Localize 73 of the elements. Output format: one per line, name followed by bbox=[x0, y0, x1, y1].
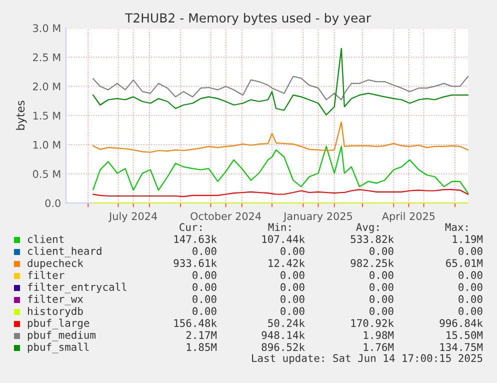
x-tick-label: July 2024 bbox=[108, 212, 158, 222]
legend-label: filter_entrycall bbox=[28, 282, 126, 294]
text: 0.00 bbox=[280, 307, 304, 316]
text: 0.00 bbox=[458, 283, 482, 292]
text: Max: bbox=[445, 223, 468, 232]
legend-label: filter bbox=[28, 270, 64, 280]
text: Min: bbox=[268, 222, 290, 231]
y-tick-label: 1.5 M bbox=[33, 112, 60, 120]
legend-label: pbuf_large bbox=[28, 318, 90, 330]
text: 12.42k bbox=[268, 258, 305, 267]
y-tick-label: 2.5 M bbox=[33, 53, 60, 62]
text: 0.00 bbox=[458, 295, 482, 304]
text: 1.19M bbox=[452, 235, 483, 244]
line-series bbox=[92, 146, 469, 194]
text: 0.00 bbox=[280, 247, 304, 256]
text: 0.00 bbox=[458, 307, 482, 316]
text: 0.00 bbox=[192, 247, 216, 256]
x-tick-label: October 2024 bbox=[190, 212, 261, 220]
text: 0.00 bbox=[192, 271, 216, 280]
text: 0.00 bbox=[280, 271, 304, 280]
text: 50.24k bbox=[268, 318, 305, 328]
legend-label: pbuf_medium bbox=[28, 330, 96, 342]
text: 1.85M bbox=[186, 343, 217, 352]
text: 933.61k bbox=[174, 258, 217, 268]
text: 0.00 bbox=[280, 295, 304, 304]
text: Cur: bbox=[180, 223, 202, 232]
line-series bbox=[92, 121, 469, 153]
text: 982.25k bbox=[350, 258, 394, 268]
line-series bbox=[92, 76, 469, 100]
text: 0.00 bbox=[370, 271, 394, 280]
legend-label: client_heard bbox=[28, 246, 102, 258]
legend-label: client bbox=[28, 234, 64, 244]
x-tick-label: January 2025 bbox=[283, 212, 352, 222]
y-tick-label: 3.0 M bbox=[33, 24, 60, 32]
text: 170.92k bbox=[351, 318, 394, 328]
legend-label: pbuf_small bbox=[28, 342, 89, 354]
text: 15.50M bbox=[446, 331, 483, 340]
x-tick-label: April 2025 bbox=[382, 212, 435, 222]
text: 0.00 bbox=[192, 283, 216, 292]
text: 0.00 bbox=[280, 283, 304, 292]
y-axis-title: bytes bbox=[16, 100, 27, 130]
text: 996.84k bbox=[440, 318, 483, 328]
text: 147.63k bbox=[174, 234, 217, 244]
text: 896.52k bbox=[262, 342, 305, 352]
text: 0.00 bbox=[370, 283, 394, 292]
text: 134.75M bbox=[440, 343, 483, 352]
legend-label: historydb bbox=[28, 306, 83, 318]
text: 0.00 bbox=[192, 295, 216, 304]
text: Avg: bbox=[356, 223, 378, 234]
text: 1.98M bbox=[364, 331, 394, 340]
chart-title: T2HUB2 - Memory bytes used - by year bbox=[124, 12, 372, 26]
legend-label: filter_wx bbox=[28, 294, 84, 306]
text: 107.44k bbox=[262, 234, 305, 244]
text: 0.00 bbox=[370, 295, 394, 304]
y-tick-label: 0.0 bbox=[45, 199, 60, 208]
text: 0.00 bbox=[192, 307, 216, 316]
text: 156.48k bbox=[174, 318, 217, 328]
text: 533.82k bbox=[350, 234, 394, 244]
text: 65.01M bbox=[446, 259, 483, 268]
text: 0.00 bbox=[370, 247, 394, 256]
y-tick-label: 1.0 M bbox=[33, 140, 60, 149]
text: 0.00 bbox=[458, 271, 482, 280]
text: Last update: Sat Jun 14 17:00:15 2025 bbox=[252, 354, 482, 364]
text: 2.17M bbox=[186, 331, 217, 339]
text: 0.00 bbox=[458, 247, 482, 256]
legend-label: dupecheck bbox=[28, 258, 84, 270]
line-series bbox=[92, 48, 469, 116]
y-tick-label: 2.0 M bbox=[33, 82, 60, 90]
text: 948.14k bbox=[262, 330, 305, 340]
text: 1.76M bbox=[364, 343, 394, 352]
line-series bbox=[92, 189, 469, 198]
y-tick-label: 0.5 M bbox=[32, 170, 60, 178]
text: 0.00 bbox=[370, 307, 394, 316]
